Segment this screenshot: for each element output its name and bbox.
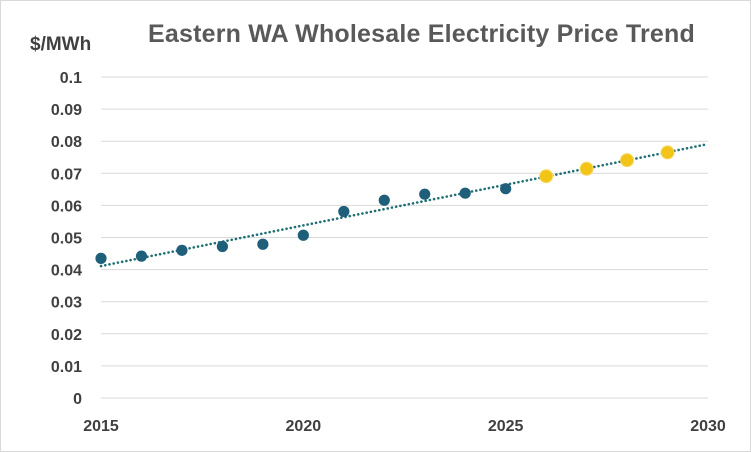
y-tick-label: 0.02 xyxy=(51,327,82,344)
historical-point xyxy=(257,238,269,250)
y-axis-ticks: 0 0.01 0.02 0.03 0.04 0.05 0.06 0.07 0.08 0.09 0.1 xyxy=(51,70,82,408)
y-tick-label: 0.08 xyxy=(51,134,82,151)
historical-point xyxy=(459,187,471,199)
historical-point xyxy=(500,183,512,195)
historical-point xyxy=(297,229,309,241)
y-tick-label: 0.03 xyxy=(51,295,82,312)
trendline xyxy=(99,142,710,268)
x-axis-ticks: 2015 2020 2025 2030 xyxy=(83,418,726,435)
historical-point xyxy=(216,240,228,253)
y-tick-label: 0.07 xyxy=(51,166,82,183)
y-tick-label: 0.05 xyxy=(51,231,82,248)
historical-point xyxy=(95,252,107,264)
x-tick-label: 2020 xyxy=(286,418,322,435)
y-tick-label: 0.09 xyxy=(51,102,82,119)
gridlines xyxy=(101,76,708,399)
historical-point xyxy=(176,244,188,256)
x-tick-label: 2025 xyxy=(488,418,524,435)
x-tick-label: 2030 xyxy=(690,418,726,435)
projected-point xyxy=(660,145,675,160)
chart-title: Eastern WA Wholesale Electricity Price T… xyxy=(148,20,695,48)
projected-point xyxy=(620,153,635,168)
y-tick-label: 0.06 xyxy=(51,198,82,215)
y-tick-label: 0.01 xyxy=(51,359,82,376)
projected-point xyxy=(539,169,554,184)
historical-point xyxy=(135,250,148,262)
y-tick-label: 0 xyxy=(73,391,82,408)
y-tick-label: 0.04 xyxy=(51,263,82,280)
historical-point xyxy=(419,188,431,200)
y-tick-label: 0.1 xyxy=(60,70,82,87)
projected-point xyxy=(579,161,594,176)
y-axis-unit-label: $/MWh xyxy=(30,34,92,55)
historical-point xyxy=(338,205,350,218)
data-points xyxy=(95,145,675,264)
x-tick-label: 2015 xyxy=(83,418,119,435)
trendline-layer xyxy=(99,142,710,268)
historical-point xyxy=(378,194,390,206)
